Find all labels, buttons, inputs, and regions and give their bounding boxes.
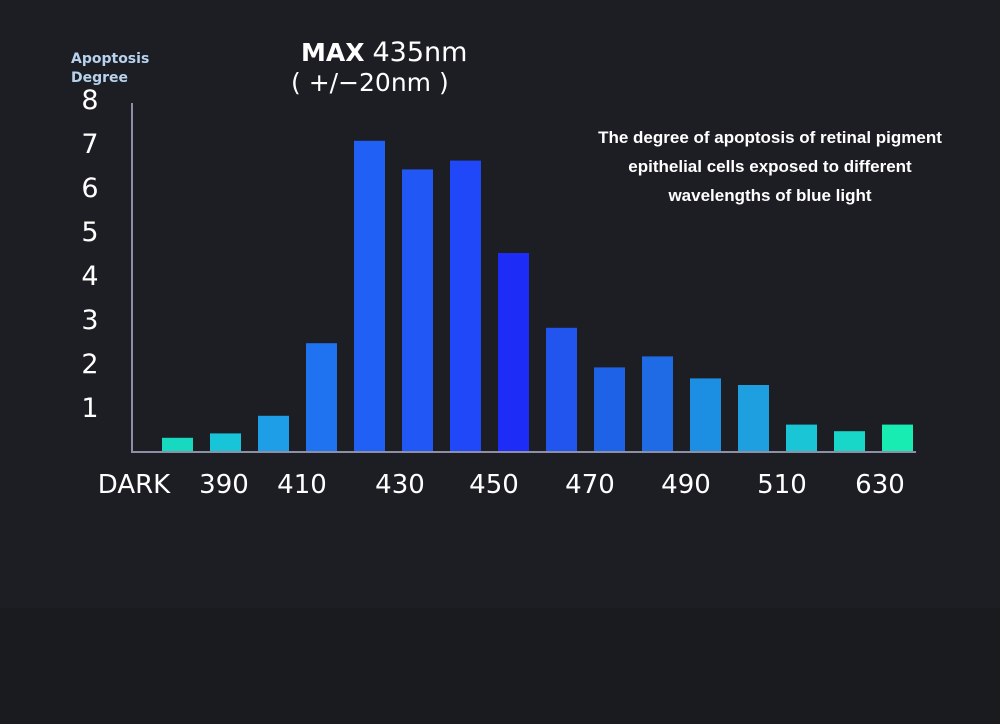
- bar-10: [594, 367, 625, 451]
- y-axis-label-line-2: Degree: [71, 70, 129, 86]
- x-tick-label: 510: [757, 470, 807, 500]
- bar-group: [162, 140, 913, 452]
- y-tick-label: 2: [81, 349, 98, 380]
- bar-12: [690, 378, 721, 451]
- y-axis-label: Apoptosis Degree: [71, 50, 149, 88]
- y-tick-label: 4: [81, 261, 98, 292]
- x-tick-label: 470: [565, 470, 615, 500]
- bar-15: [834, 431, 865, 451]
- max-value: 435nm: [372, 37, 468, 68]
- annotation-line-2: epithelial cells exposed to different: [628, 157, 912, 176]
- x-tick-label: 450: [469, 470, 519, 500]
- bar-8: [498, 253, 529, 451]
- x-tick-label: DARK: [98, 470, 171, 500]
- y-axis-label-line-1: Apoptosis: [71, 51, 150, 67]
- max-label: MAX: [301, 38, 365, 67]
- y-tick-label: 1: [81, 393, 98, 424]
- x-tick-label: 630: [855, 470, 905, 500]
- bar-7: [450, 160, 481, 451]
- x-tick-label: 490: [661, 470, 711, 500]
- y-tick-label: 5: [81, 217, 98, 248]
- bar-13: [738, 385, 769, 451]
- bar-6: [402, 169, 433, 451]
- y-tick-labels: 1 2 3 4 5 6 7 8: [81, 85, 98, 424]
- bar-chart: 1 2 3 4 5 6 7 8 DARK 390 410 430 450 470 490 510 630: [81, 85, 916, 500]
- annotation-line-3: wavelengths of blue light: [668, 186, 872, 205]
- chart-annotation: The degree of apoptosis of retinal pigme…: [570, 123, 970, 210]
- annotation-line-1: The degree of apoptosis of retinal pigme…: [598, 128, 942, 147]
- peak-wavelength-label: MAX 435nm: [301, 38, 467, 68]
- bar-9: [546, 327, 577, 451]
- wavelength-range: ( +/−20nm ): [291, 68, 449, 97]
- y-tick-label: 3: [81, 305, 98, 336]
- bar-2: [210, 433, 241, 451]
- x-tick-label: 410: [277, 470, 327, 500]
- bar-4: [306, 343, 337, 451]
- bar-3: [258, 415, 289, 451]
- x-tick-label: 390: [199, 470, 249, 500]
- y-tick-label: 8: [81, 85, 98, 116]
- bar-11: [642, 356, 673, 451]
- x-tick-label: 430: [375, 470, 425, 500]
- bar-14: [786, 424, 817, 451]
- bar-16: [882, 424, 913, 451]
- y-tick-label: 7: [81, 129, 98, 160]
- x-tick-labels: DARK 390 410 430 450 470 490 510 630: [98, 470, 905, 500]
- y-tick-label: 6: [81, 173, 98, 204]
- bar-1: [162, 437, 193, 451]
- bar-5: [354, 140, 385, 452]
